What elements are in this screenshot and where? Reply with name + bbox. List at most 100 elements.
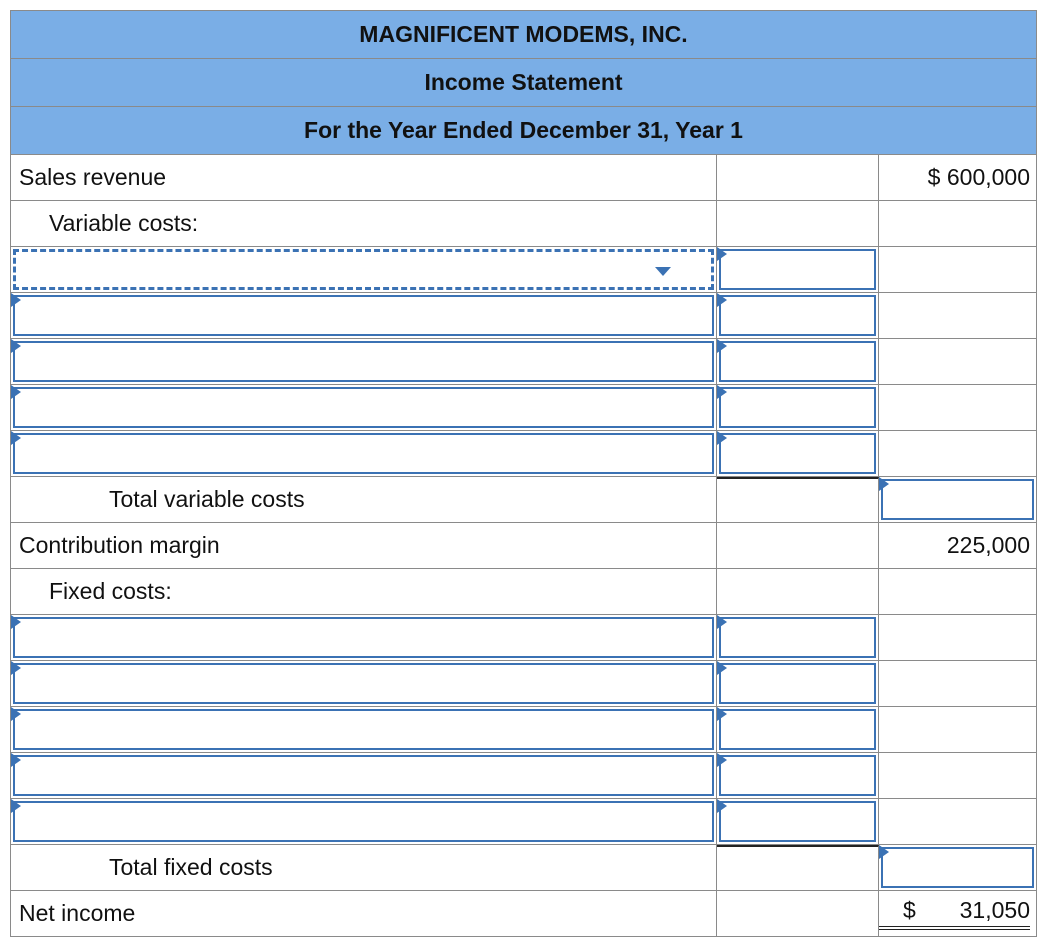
net-income-amount-cell: $ 31,050 bbox=[879, 891, 1036, 936]
fixed-cost-1-amount-input[interactable] bbox=[719, 617, 876, 658]
fixed-cost-row-4 bbox=[10, 753, 1037, 799]
variable-cost-4-dropdown[interactable] bbox=[13, 387, 714, 428]
variable-costs-heading-mid-cell bbox=[717, 201, 879, 246]
variable-cost-5-amount-input[interactable] bbox=[719, 433, 876, 474]
variable-cost-4-amount-input[interactable] bbox=[719, 387, 876, 428]
input-marker-icon bbox=[879, 845, 889, 859]
variable-cost-2-dropdown[interactable] bbox=[13, 295, 714, 336]
fixed-costs-heading: Fixed costs: bbox=[11, 569, 717, 614]
fixed-cost-2-name-cell bbox=[11, 661, 717, 706]
total-fixed-costs-amount-cell bbox=[879, 845, 1036, 890]
fixed-cost-1-total-cell bbox=[879, 615, 1036, 660]
fixed-cost-row-3 bbox=[10, 707, 1037, 753]
income-statement-table: MAGNIFICENT MODEMS, INC. Income Statemen… bbox=[10, 10, 1037, 937]
fixed-cost-row-1 bbox=[10, 615, 1037, 661]
fixed-cost-4-amount-input[interactable] bbox=[719, 755, 876, 796]
variable-cost-1-amount-cell bbox=[717, 247, 879, 292]
variable-cost-3-amount-input[interactable] bbox=[719, 341, 876, 382]
fixed-cost-5-name-cell bbox=[11, 799, 717, 844]
fixed-cost-row-2 bbox=[10, 661, 1037, 707]
variable-cost-2-amount-cell bbox=[717, 293, 879, 338]
fixed-cost-1-name-cell bbox=[11, 615, 717, 660]
input-marker-icon bbox=[717, 247, 727, 261]
input-marker-icon bbox=[11, 293, 21, 307]
fixed-cost-1-amount-cell bbox=[717, 615, 879, 660]
input-marker-icon bbox=[11, 799, 21, 813]
input-marker-icon bbox=[11, 707, 21, 721]
input-marker-icon bbox=[11, 753, 21, 767]
fixed-costs-heading-amount-cell bbox=[879, 569, 1036, 614]
fixed-cost-2-amount-cell bbox=[717, 661, 879, 706]
variable-cost-row-5 bbox=[10, 431, 1037, 477]
fixed-cost-2-total-cell bbox=[879, 661, 1036, 706]
sales-revenue-row: Sales revenue $ 600,000 bbox=[10, 155, 1037, 201]
fixed-cost-4-amount-cell bbox=[717, 753, 879, 798]
variable-cost-3-amount-cell bbox=[717, 339, 879, 384]
variable-cost-row-4 bbox=[10, 385, 1037, 431]
statement-title: Income Statement bbox=[10, 58, 1037, 106]
input-marker-icon bbox=[11, 431, 21, 445]
variable-cost-5-name-cell bbox=[11, 431, 717, 476]
fixed-cost-4-dropdown[interactable] bbox=[13, 755, 714, 796]
fixed-cost-5-total-cell bbox=[879, 799, 1036, 844]
fixed-costs-heading-mid-cell bbox=[717, 569, 879, 614]
net-income-row: Net income $ 31,050 bbox=[10, 891, 1037, 937]
variable-cost-1-amount-input[interactable] bbox=[719, 249, 876, 290]
net-income-amount: 31,050 bbox=[959, 897, 1030, 923]
net-income-currency: $ bbox=[903, 897, 916, 923]
statement-period: For the Year Ended December 31, Year 1 bbox=[10, 106, 1037, 155]
contribution-margin-mid-cell bbox=[717, 523, 879, 568]
contribution-margin-row: Contribution margin 225,000 bbox=[10, 523, 1037, 569]
total-fixed-costs-input[interactable] bbox=[881, 847, 1034, 888]
variable-costs-heading: Variable costs: bbox=[11, 201, 717, 246]
total-fixed-costs-row: Total fixed costs bbox=[10, 845, 1037, 891]
variable-costs-heading-amount-cell bbox=[879, 201, 1036, 246]
fixed-cost-3-amount-cell bbox=[717, 707, 879, 752]
sales-revenue-amount-cell: $ 600,000 bbox=[879, 155, 1036, 200]
net-income-mid-cell bbox=[717, 891, 879, 936]
fixed-cost-2-amount-input[interactable] bbox=[719, 663, 876, 704]
input-marker-icon bbox=[717, 753, 727, 767]
variable-cost-3-name-cell bbox=[11, 339, 717, 384]
net-income-label: Net income bbox=[11, 891, 717, 936]
chevron-down-icon[interactable] bbox=[655, 267, 671, 276]
fixed-costs-heading-row: Fixed costs: bbox=[10, 569, 1037, 615]
fixed-cost-3-amount-input[interactable] bbox=[719, 709, 876, 750]
variable-cost-2-amount-input[interactable] bbox=[719, 295, 876, 336]
input-marker-icon bbox=[717, 293, 727, 307]
fixed-cost-5-amount-cell bbox=[717, 799, 879, 844]
variable-cost-1-total-cell bbox=[879, 247, 1036, 292]
fixed-cost-3-dropdown[interactable] bbox=[13, 709, 714, 750]
input-marker-icon bbox=[11, 385, 21, 399]
total-fixed-costs-label: Total fixed costs bbox=[11, 845, 717, 890]
fixed-cost-5-amount-input[interactable] bbox=[719, 801, 876, 842]
variable-cost-3-dropdown[interactable] bbox=[13, 341, 714, 382]
total-variable-costs-input[interactable] bbox=[881, 479, 1034, 520]
input-marker-icon bbox=[717, 661, 727, 675]
sales-revenue-amount: 600,000 bbox=[946, 164, 1030, 190]
input-marker-icon bbox=[717, 707, 727, 721]
variable-cost-5-amount-cell bbox=[717, 431, 879, 476]
contribution-margin-label: Contribution margin bbox=[11, 523, 717, 568]
variable-cost-1-name-cell bbox=[11, 247, 717, 292]
fixed-cost-2-dropdown[interactable] bbox=[13, 663, 714, 704]
total-variable-costs-label: Total variable costs bbox=[11, 477, 717, 522]
variable-cost-5-dropdown[interactable] bbox=[13, 433, 714, 474]
input-marker-icon bbox=[879, 477, 889, 491]
total-variable-costs-mid-cell bbox=[717, 477, 879, 522]
variable-cost-2-total-cell bbox=[879, 293, 1036, 338]
total-fixed-costs-mid-cell bbox=[717, 845, 879, 890]
variable-cost-4-total-cell bbox=[879, 385, 1036, 430]
sales-revenue-currency: $ bbox=[927, 164, 941, 190]
variable-cost-row-1 bbox=[10, 247, 1037, 293]
fixed-cost-1-dropdown[interactable] bbox=[13, 617, 714, 658]
total-variable-costs-amount-cell bbox=[879, 477, 1036, 522]
variable-cost-1-dropdown[interactable] bbox=[13, 249, 714, 290]
fixed-cost-4-name-cell bbox=[11, 753, 717, 798]
contribution-margin-amount: 225,000 bbox=[946, 532, 1030, 558]
variable-cost-row-2 bbox=[10, 293, 1037, 339]
fixed-cost-5-dropdown[interactable] bbox=[13, 801, 714, 842]
company-name: MAGNIFICENT MODEMS, INC. bbox=[10, 10, 1037, 58]
input-marker-icon bbox=[717, 615, 727, 629]
sales-revenue-mid-cell bbox=[717, 155, 879, 200]
